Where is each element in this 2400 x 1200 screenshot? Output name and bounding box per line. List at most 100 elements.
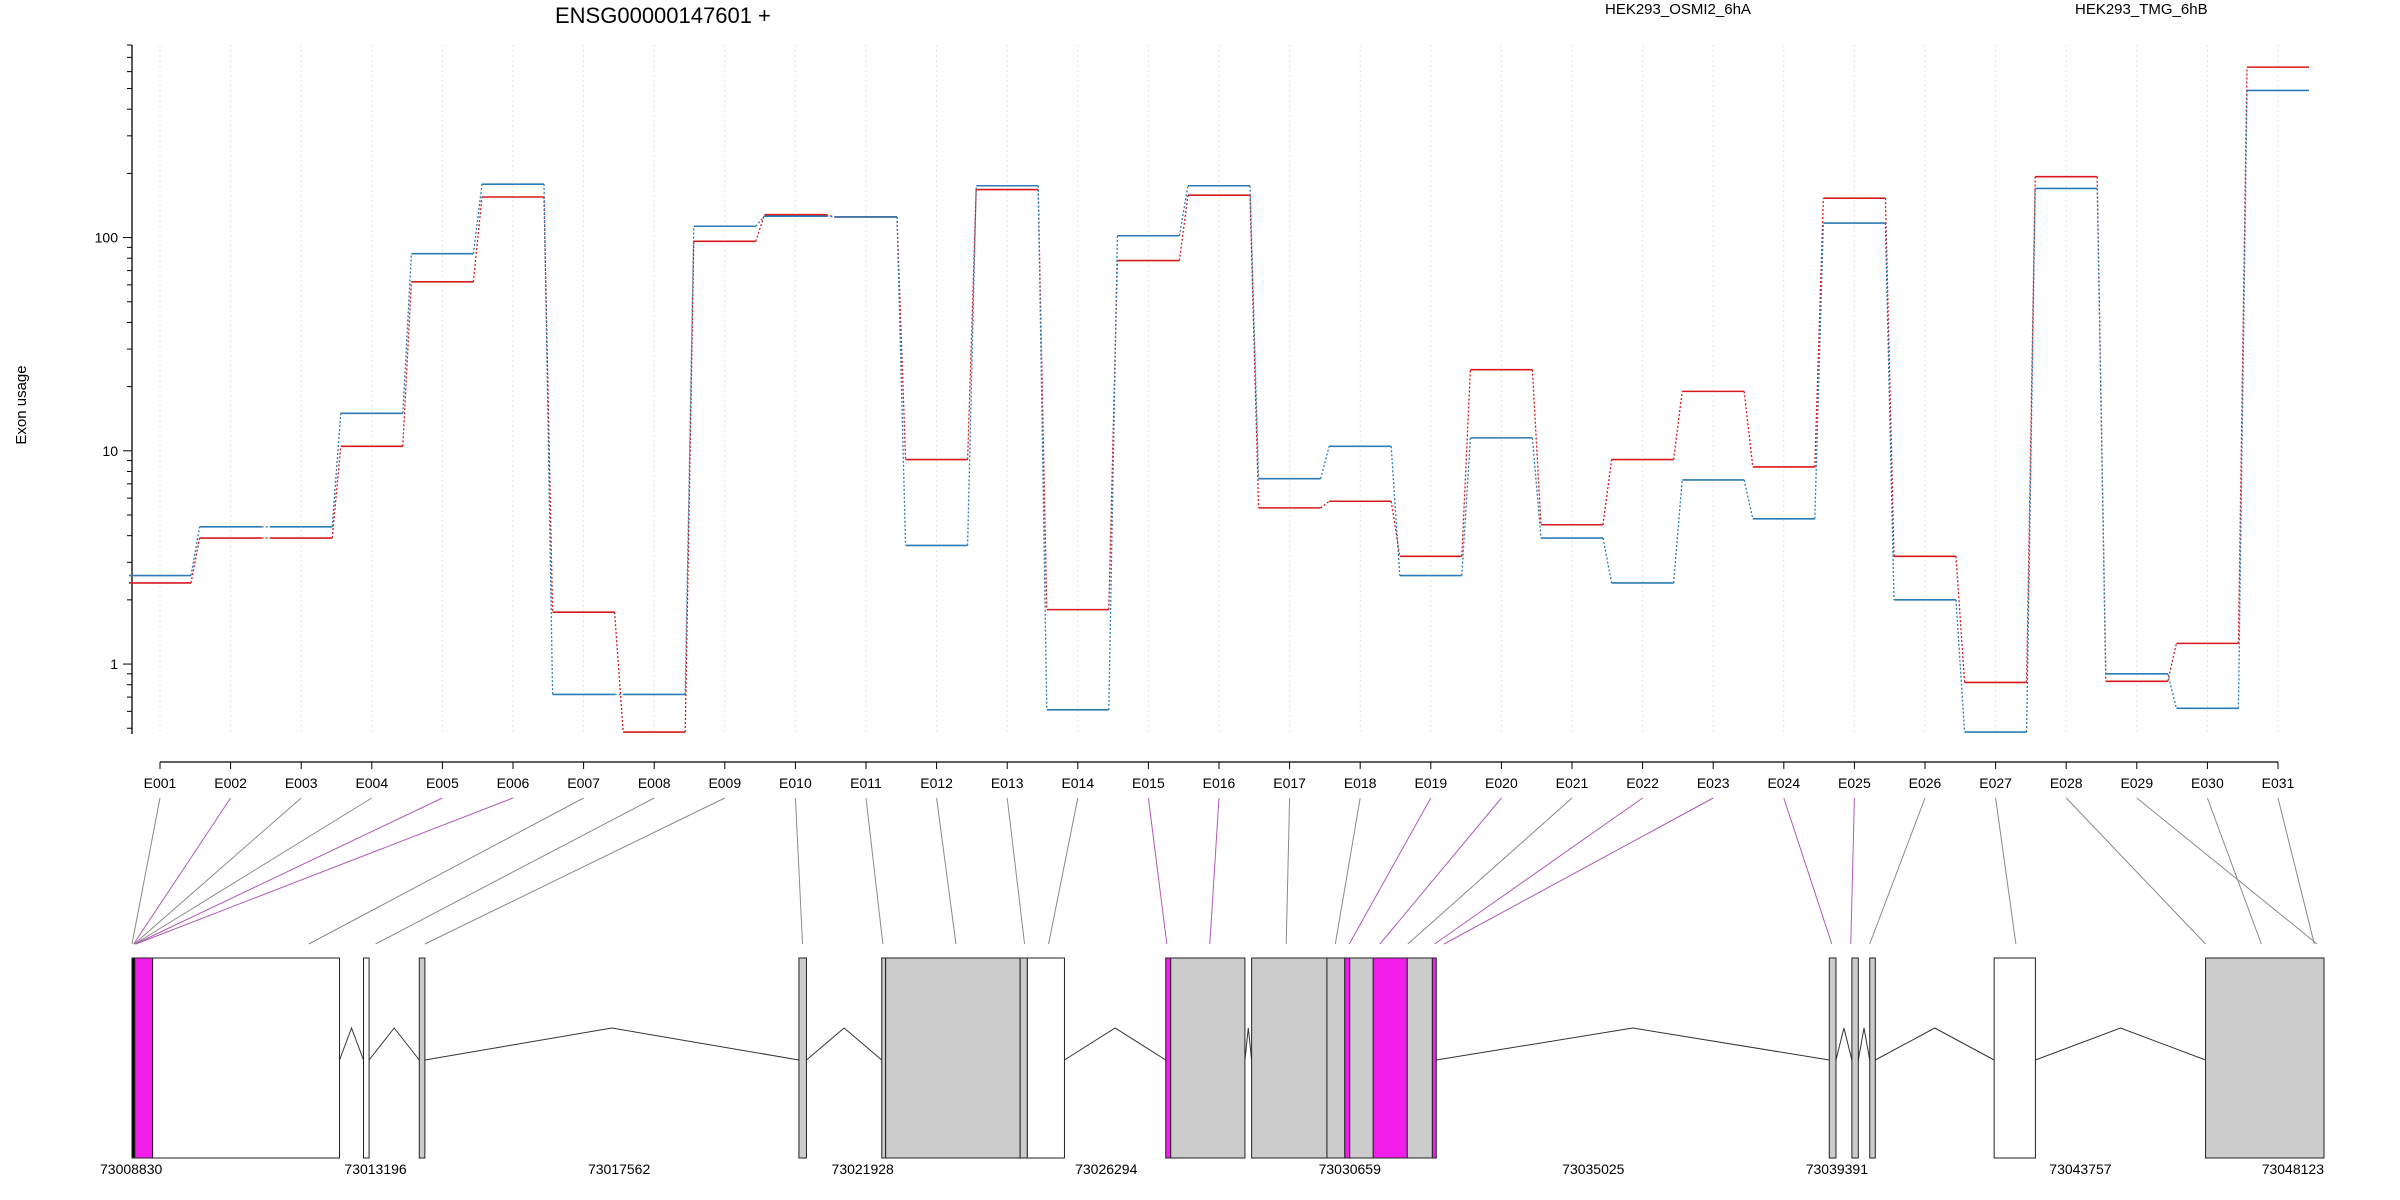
coordinate-label: 73048123	[2262, 1161, 2325, 1177]
x-axis: E001 E002 E003 E004 E005 E006 E007 E008 E009 E010…	[144, 761, 2295, 791]
exon-connector-line	[1443, 797, 1714, 945]
exon-connector-line	[134, 797, 373, 945]
data-connector	[1461, 437, 1472, 576]
data-connector	[1531, 369, 1542, 525]
exon-connector-line	[1285, 797, 1291, 945]
coordinate-label: 73043757	[2049, 1161, 2112, 1177]
exon-connector-line	[133, 797, 302, 945]
x-tick-label: E014	[1061, 775, 1094, 791]
data-connector	[331, 446, 342, 539]
data-connector	[1461, 369, 1472, 557]
x-tick-label: E017	[1273, 775, 1306, 791]
coordinate-label: 73013196	[344, 1161, 407, 1177]
y-tick-label: 1	[110, 656, 118, 672]
exon-block	[1165, 957, 1172, 1159]
x-tick-label: E005	[426, 775, 459, 791]
exon-connector-line	[2277, 797, 2315, 945]
data-connector	[1814, 198, 1825, 467]
series-b	[129, 89, 2309, 733]
exon-connector-line	[865, 797, 884, 945]
exon-block	[1372, 957, 1408, 1159]
exon-block	[881, 957, 887, 1159]
chart-title: ENSG00000147601 +	[555, 3, 771, 28]
x-tick-label: E001	[144, 775, 177, 791]
exon-block	[418, 957, 426, 1159]
x-tick-label: E002	[214, 775, 247, 791]
exon-connector-line	[1407, 797, 1573, 945]
x-tick-label: E016	[1203, 775, 1236, 791]
exon-connector-line	[1783, 797, 1833, 945]
exon-block	[885, 957, 1021, 1159]
x-tick-label: E008	[638, 775, 671, 791]
data-connector	[402, 281, 413, 447]
data-connector	[684, 226, 695, 695]
exon-block	[134, 957, 154, 1159]
intron	[1064, 1027, 1166, 1061]
data-connector	[1108, 235, 1119, 710]
data-connector	[2096, 188, 2107, 674]
data-connector	[1884, 223, 1895, 600]
exon-connector-line	[1334, 797, 1361, 945]
data-connector	[1955, 556, 1966, 683]
intron	[1835, 1027, 1853, 1061]
exon-connector-line	[1869, 797, 1926, 945]
coordinate-label: 73026294	[1075, 1161, 1138, 1177]
data-connector	[826, 214, 836, 218]
x-tick-label: E024	[1767, 775, 1800, 791]
data-connector	[543, 184, 554, 695]
exon-block	[1851, 957, 1859, 1159]
x-tick-label: E010	[779, 775, 812, 791]
exon-connector-line	[2206, 797, 2262, 945]
x-tick-label: E011	[850, 775, 882, 791]
exon-connector-line	[308, 797, 584, 945]
data-connector	[1037, 185, 1048, 710]
exon-connector-line	[1348, 797, 1432, 945]
genomic-coordinate-axis: 73008830 73013196 73017562 73021928 73026294…	[100, 1161, 2324, 1177]
intron	[2035, 1027, 2206, 1061]
intron	[339, 1026, 364, 1061]
data-connector	[1390, 446, 1401, 576]
data-connector	[1178, 195, 1189, 261]
exon-connectors	[131, 797, 2318, 945]
y-axis: 1 10 100	[95, 44, 133, 734]
exon-connector-line	[1006, 797, 1026, 945]
x-tick-label: E030	[2191, 775, 2224, 791]
x-tick-label: E019	[1414, 775, 1447, 791]
data-connector	[613, 612, 624, 733]
y-tick-label: 10	[102, 443, 118, 459]
x-tick-label: E026	[1909, 775, 1942, 791]
x-tick-label: E003	[285, 775, 318, 791]
exon-connector-line	[135, 797, 514, 945]
x-tick-label: E013	[991, 775, 1024, 791]
exon-connector-line	[1147, 797, 1168, 945]
exon-block	[1349, 957, 1374, 1159]
data-connector	[1814, 223, 1825, 519]
exon-connector-line	[794, 797, 804, 945]
data-connector	[966, 185, 977, 546]
exon-connector-line	[424, 797, 726, 945]
data-connector	[1178, 185, 1189, 236]
intron	[806, 1027, 883, 1061]
exon-block	[1019, 957, 1028, 1159]
x-tick-label: E009	[708, 775, 741, 791]
data-connector	[190, 526, 201, 576]
data-connector	[2025, 188, 2036, 733]
x-tick-label: E029	[2120, 775, 2153, 791]
data-connector	[896, 216, 907, 546]
data-connector	[1602, 459, 1613, 525]
coordinate-label: 73035025	[1562, 1161, 1625, 1177]
legend-series-a: HEK293_OSMI2_6hA	[1605, 1, 1751, 18]
x-tick-label: E028	[2050, 775, 2083, 791]
data-connector	[826, 215, 836, 218]
intron	[1875, 1027, 1995, 1061]
x-tick-label: E006	[497, 775, 530, 791]
legend-series-b: HEK293_TMG_6hB	[2075, 1, 2208, 18]
x-tick-label: E021	[1556, 775, 1589, 791]
data-connector	[190, 537, 201, 584]
exon-block	[1326, 957, 1346, 1159]
exon-connector-line	[135, 797, 443, 945]
exon-block	[1993, 957, 2036, 1159]
data-connector	[2167, 673, 2178, 709]
x-tick-label: E015	[1132, 775, 1165, 791]
